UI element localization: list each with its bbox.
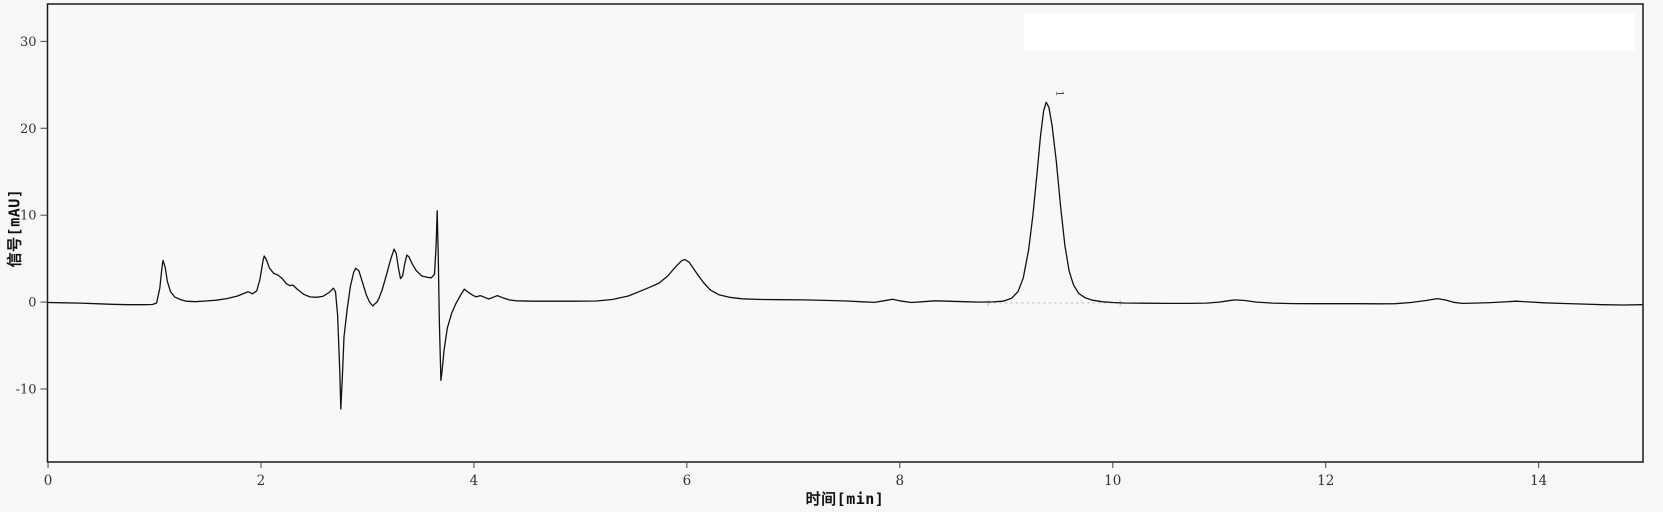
x-tick-label: 4 — [470, 473, 479, 489]
y-tick-label: -10 — [16, 382, 37, 397]
x-tick-label: 10 — [1104, 473, 1121, 489]
legend-box — [1024, 13, 1635, 50]
x-axis-title: 时间[min] — [805, 490, 885, 508]
x-tick-label: 8 — [896, 473, 905, 489]
plot-frame — [46, 3, 1644, 463]
peak-label-1: 1 — [1053, 90, 1064, 96]
x-tick-label: 2 — [257, 473, 266, 489]
y-axis-title: 信号[mAU] — [5, 188, 24, 268]
y-tick-label: 20 — [20, 122, 37, 137]
signal-trace — [47, 101, 1643, 410]
x-tick-label: 0 — [44, 473, 53, 489]
x-tick-label: 12 — [1317, 473, 1334, 489]
y-tick-label: 0 — [28, 296, 36, 311]
y-tick-label: 30 — [20, 35, 37, 50]
x-tick-label: 14 — [1530, 473, 1547, 489]
y-tick-label: 10 — [20, 209, 37, 224]
x-tick-label: 6 — [683, 473, 692, 489]
